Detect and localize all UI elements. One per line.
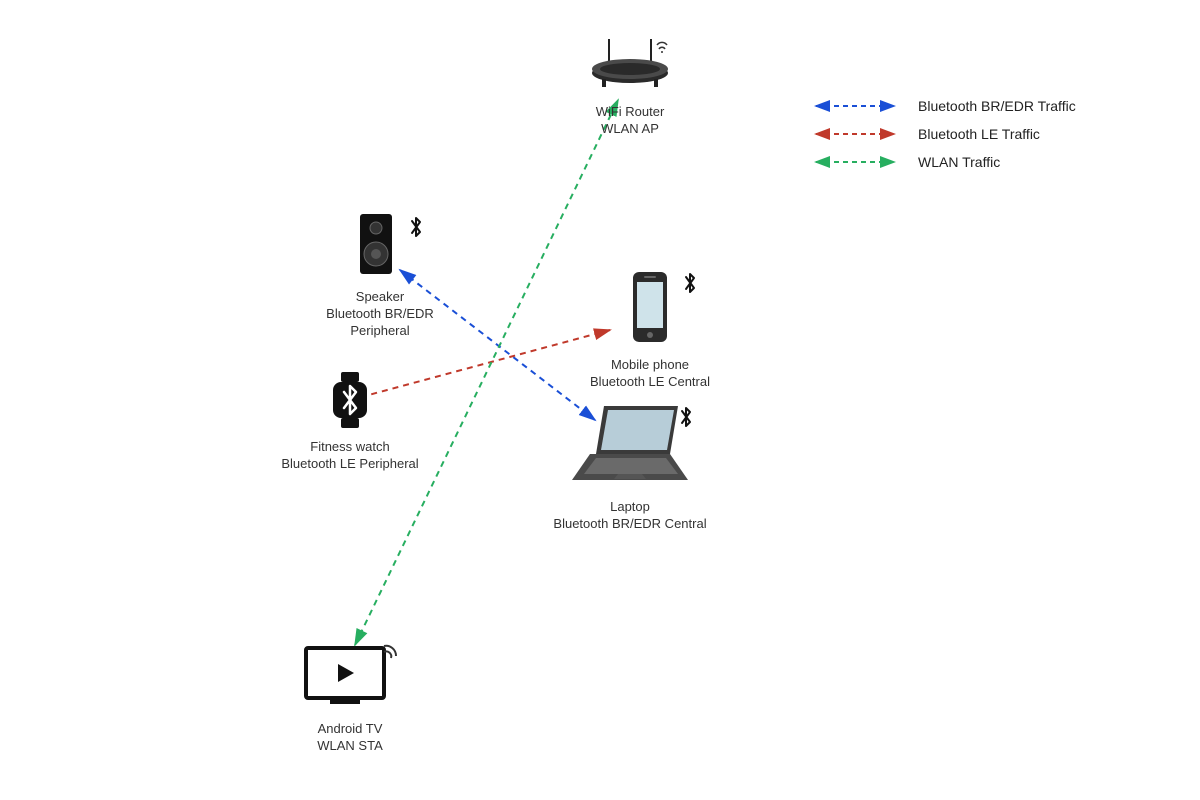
- legend-label-bredr: Bluetooth BR/EDR Traffic: [918, 98, 1076, 114]
- legend: Bluetooth BR/EDR Traffic Bluetooth LE Tr…: [810, 95, 1076, 179]
- phone-icon: [625, 270, 675, 348]
- legend-row-wlan: WLAN Traffic: [810, 151, 1076, 173]
- legend-row-bredr: Bluetooth BR/EDR Traffic: [810, 95, 1076, 117]
- laptop-icon: [570, 400, 690, 490]
- bluetooth-icon: [682, 272, 698, 301]
- speaker-label-3: Peripheral: [300, 323, 460, 340]
- speaker-icon: [354, 210, 406, 280]
- watch-label-1: Fitness watch: [250, 439, 450, 456]
- tv-label-1: Android TV: [270, 721, 430, 738]
- speaker-label-1: Speaker: [300, 289, 460, 306]
- watch-label-2: Bluetooth LE Peripheral: [250, 456, 450, 473]
- speaker-label-2: Bluetooth BR/EDR: [300, 306, 460, 323]
- node-laptop: Laptop Bluetooth BR/EDR Central: [520, 400, 740, 533]
- node-speaker: Speaker Bluetooth BR/EDR Peripheral: [300, 210, 460, 340]
- laptop-label-2: Bluetooth BR/EDR Central: [520, 516, 740, 533]
- legend-arrow-le: [810, 127, 900, 141]
- router-label-2: WLAN AP: [560, 121, 700, 138]
- bluetooth-icon: [678, 406, 694, 435]
- legend-label-le: Bluetooth LE Traffic: [918, 126, 1040, 142]
- node-tv: Android TV WLAN STA: [270, 640, 430, 755]
- diagram-canvas: WiFi Router WLAN AP Speaker Bluetooth BR…: [0, 0, 1200, 800]
- router-icon: [587, 35, 673, 95]
- watch-icon: [323, 370, 377, 430]
- router-label-1: WiFi Router: [560, 104, 700, 121]
- node-watch: Fitness watch Bluetooth LE Peripheral: [250, 370, 450, 473]
- phone-label-2: Bluetooth LE Central: [560, 374, 740, 391]
- legend-arrow-wlan: [810, 155, 900, 169]
- node-phone: Mobile phone Bluetooth LE Central: [560, 270, 740, 391]
- laptop-label-1: Laptop: [520, 499, 740, 516]
- node-router: WiFi Router WLAN AP: [560, 35, 700, 138]
- legend-label-wlan: WLAN Traffic: [918, 154, 1000, 170]
- bluetooth-icon: [408, 216, 424, 245]
- tv-label-2: WLAN STA: [270, 738, 430, 755]
- legend-arrow-bredr: [810, 99, 900, 113]
- phone-label-1: Mobile phone: [560, 357, 740, 374]
- tv-icon: [300, 640, 400, 712]
- legend-row-le: Bluetooth LE Traffic: [810, 123, 1076, 145]
